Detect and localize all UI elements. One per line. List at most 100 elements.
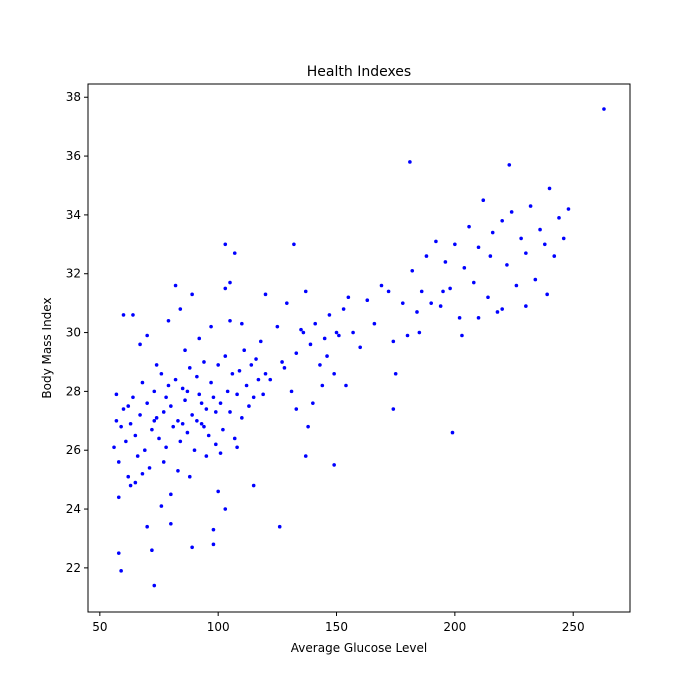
- point: [232, 436, 237, 441]
- point: [209, 324, 213, 329]
- point: [232, 251, 237, 255]
- point: [476, 245, 481, 250]
- point: [183, 398, 187, 403]
- point: [256, 377, 261, 382]
- point: [161, 460, 166, 464]
- point: [441, 289, 445, 294]
- point: [116, 495, 121, 500]
- point: [140, 471, 145, 476]
- point: [185, 389, 190, 394]
- point: [476, 316, 481, 320]
- point: [415, 310, 419, 314]
- x-tick-label: 50: [92, 620, 107, 634]
- point: [235, 392, 239, 397]
- point: [334, 330, 339, 335]
- point: [197, 336, 202, 341]
- point: [268, 377, 273, 382]
- point: [145, 333, 149, 338]
- point: [147, 466, 152, 470]
- point: [214, 410, 218, 414]
- point: [152, 389, 157, 394]
- point: [237, 368, 242, 373]
- x-tick-label: 100: [207, 620, 230, 634]
- point: [322, 336, 327, 341]
- point: [185, 430, 190, 435]
- y-tick-label: 30: [66, 326, 81, 340]
- point: [417, 330, 422, 335]
- point: [391, 407, 396, 411]
- point: [545, 292, 549, 297]
- point: [114, 392, 119, 397]
- point: [240, 416, 244, 420]
- point: [602, 107, 606, 111]
- point: [169, 492, 173, 497]
- point: [228, 410, 232, 414]
- y-tick-label: 28: [66, 384, 81, 398]
- point: [524, 251, 528, 255]
- point: [202, 424, 206, 429]
- point: [159, 504, 164, 508]
- point: [481, 198, 486, 202]
- point: [393, 371, 398, 376]
- point: [173, 377, 178, 382]
- point: [251, 483, 256, 488]
- point: [230, 371, 235, 376]
- y-tick-label: 32: [66, 267, 81, 281]
- point: [372, 321, 377, 326]
- point: [187, 474, 192, 479]
- point: [178, 439, 183, 444]
- point: [419, 289, 424, 294]
- point: [566, 207, 571, 211]
- point: [524, 304, 528, 308]
- point: [327, 313, 332, 317]
- point: [467, 224, 471, 229]
- point: [223, 354, 228, 358]
- y-tick-label: 26: [66, 443, 81, 457]
- point: [408, 160, 412, 164]
- point: [178, 307, 183, 311]
- point: [386, 289, 391, 294]
- point: [121, 313, 126, 317]
- point: [152, 583, 157, 588]
- y-axis-label: Body Mass Index: [40, 297, 54, 398]
- point: [318, 363, 322, 367]
- point: [128, 421, 133, 426]
- point: [538, 227, 542, 232]
- point: [164, 395, 168, 400]
- point: [138, 413, 142, 417]
- point: [306, 424, 310, 429]
- point: [490, 230, 495, 235]
- point: [202, 360, 206, 364]
- point: [206, 433, 211, 438]
- point: [344, 383, 348, 388]
- point: [166, 318, 171, 323]
- point: [471, 280, 476, 285]
- point: [199, 401, 204, 405]
- point: [228, 318, 232, 323]
- point: [509, 210, 514, 214]
- point: [303, 454, 308, 458]
- point: [171, 424, 176, 429]
- point: [424, 254, 429, 258]
- point: [462, 266, 467, 270]
- y-tick-label: 38: [66, 90, 81, 104]
- point: [261, 392, 265, 397]
- point: [457, 316, 462, 320]
- point: [351, 330, 355, 335]
- point: [119, 424, 123, 429]
- point: [313, 321, 318, 326]
- point: [450, 430, 455, 435]
- point: [519, 236, 523, 241]
- point: [488, 254, 493, 258]
- point: [228, 280, 232, 285]
- point: [400, 301, 405, 305]
- point: [119, 569, 123, 573]
- point: [211, 395, 216, 400]
- point: [223, 242, 228, 247]
- point: [235, 445, 239, 450]
- point: [294, 351, 299, 355]
- point: [195, 419, 199, 423]
- point: [448, 286, 452, 291]
- point: [218, 451, 223, 455]
